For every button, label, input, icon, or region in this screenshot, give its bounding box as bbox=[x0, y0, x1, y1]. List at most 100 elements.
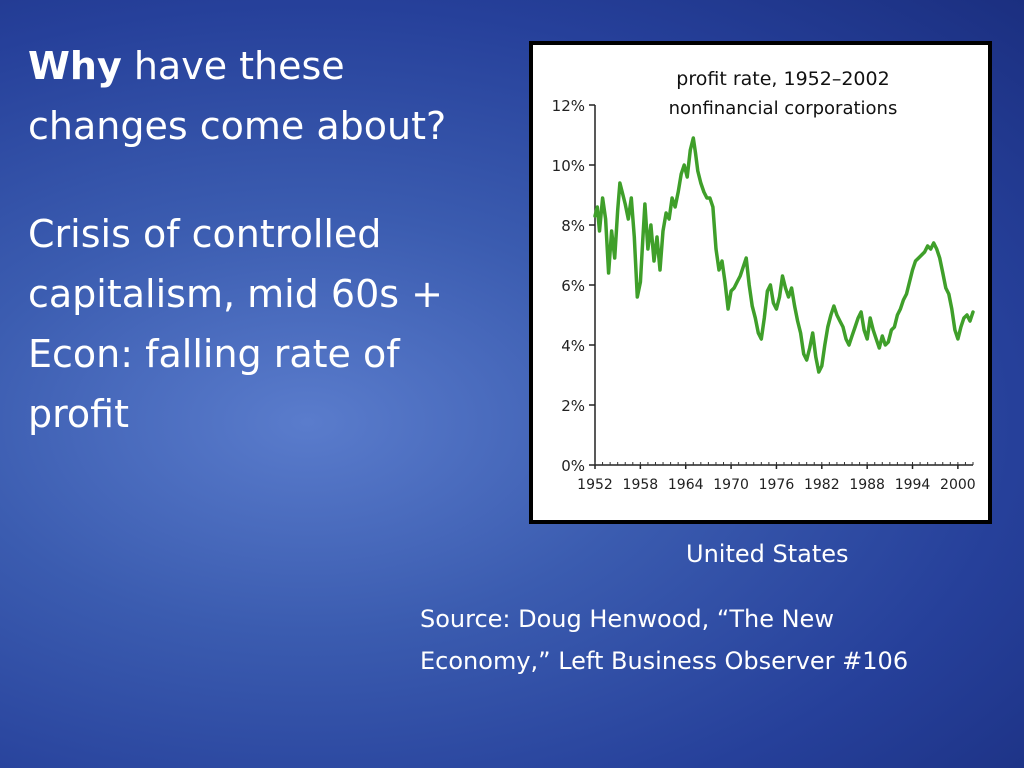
data-point bbox=[598, 229, 601, 233]
data-point bbox=[739, 274, 742, 278]
data-point bbox=[692, 136, 695, 140]
data-point bbox=[610, 229, 613, 233]
y-tick-label: 2% bbox=[561, 397, 585, 415]
data-point bbox=[899, 307, 902, 311]
data-point bbox=[745, 256, 748, 260]
data-point bbox=[763, 316, 766, 320]
data-point bbox=[649, 223, 653, 227]
data-point bbox=[633, 235, 636, 239]
data-point bbox=[829, 313, 833, 317]
data-point bbox=[953, 328, 957, 332]
data-point bbox=[823, 343, 826, 347]
body-line-2: capitalism, mid 60s + bbox=[28, 272, 443, 316]
y-tick-label: 6% bbox=[561, 277, 585, 295]
data-point bbox=[643, 202, 647, 206]
y-tick-label: 10% bbox=[552, 157, 585, 175]
chart-caption: United States bbox=[686, 540, 849, 568]
data-point bbox=[944, 286, 947, 290]
data-point bbox=[726, 307, 730, 311]
data-point bbox=[875, 337, 878, 341]
data-point bbox=[869, 316, 872, 320]
data-point bbox=[872, 328, 875, 332]
slide-text-block: Why have these changes come about? Crisi… bbox=[28, 36, 508, 444]
data-point bbox=[905, 292, 908, 296]
chart-series-layer bbox=[593, 136, 975, 374]
data-point bbox=[604, 217, 607, 221]
data-point bbox=[890, 328, 893, 332]
data-point bbox=[729, 289, 733, 293]
data-point bbox=[627, 217, 630, 221]
paragraph-gap bbox=[28, 156, 508, 204]
data-point bbox=[772, 301, 775, 305]
data-point bbox=[965, 313, 969, 317]
data-point bbox=[941, 271, 944, 275]
data-point bbox=[670, 196, 674, 200]
profit-rate-chart: profit rate, 1952–2002 nonfinancial corp… bbox=[529, 41, 992, 524]
data-point bbox=[805, 358, 808, 362]
data-point bbox=[826, 325, 829, 329]
data-point bbox=[699, 181, 702, 185]
data-point bbox=[866, 337, 869, 341]
data-point bbox=[862, 328, 866, 332]
data-point bbox=[950, 307, 953, 311]
chart-axes: 0% 2% 4% 6% 8% 10% 12% 1952 1958 1964 1970 1976 1982… bbox=[552, 97, 976, 493]
x-tick-label: 2000 bbox=[940, 477, 976, 493]
data-point bbox=[621, 190, 624, 194]
data-point bbox=[935, 247, 938, 251]
data-point bbox=[841, 325, 845, 329]
data-point bbox=[911, 268, 914, 272]
data-point bbox=[683, 163, 686, 167]
data-point bbox=[667, 217, 671, 221]
data-point bbox=[856, 316, 860, 320]
data-point bbox=[646, 247, 650, 251]
data-point bbox=[832, 304, 836, 308]
data-point bbox=[705, 196, 709, 200]
heading-emphasis: Why bbox=[28, 44, 122, 88]
x-tick-label: 1988 bbox=[849, 477, 885, 493]
body-line-4: profit bbox=[28, 392, 129, 436]
data-point bbox=[917, 256, 920, 260]
data-point bbox=[968, 319, 972, 323]
data-point bbox=[766, 289, 769, 293]
data-point bbox=[677, 190, 680, 194]
data-point bbox=[838, 319, 842, 323]
body-line-1: Crisis of controlled bbox=[28, 212, 382, 256]
data-point bbox=[655, 235, 659, 239]
data-point bbox=[757, 331, 760, 335]
data-point bbox=[793, 304, 796, 308]
data-point bbox=[735, 280, 739, 284]
data-point bbox=[732, 286, 736, 290]
data-point bbox=[878, 346, 881, 350]
data-point bbox=[717, 268, 721, 272]
data-point bbox=[938, 256, 941, 260]
data-point bbox=[914, 259, 917, 263]
data-point bbox=[689, 148, 692, 152]
source-line-1: Source: Doug Henwood, “The New bbox=[420, 605, 834, 633]
data-point bbox=[686, 175, 689, 179]
y-tick-label: 4% bbox=[561, 337, 585, 355]
data-point bbox=[742, 265, 745, 269]
chart-subtitle: nonfinancial corporations bbox=[669, 98, 898, 119]
data-point bbox=[593, 214, 597, 218]
data-point bbox=[787, 295, 790, 299]
data-point bbox=[778, 295, 781, 299]
data-point bbox=[962, 316, 966, 320]
data-point bbox=[835, 313, 839, 317]
data-point bbox=[775, 307, 778, 311]
source-citation: Source: Doug Henwood, “The New Economy,”… bbox=[420, 598, 1000, 682]
data-point bbox=[929, 247, 932, 251]
data-point bbox=[811, 331, 814, 335]
data-point bbox=[799, 331, 802, 335]
x-tick-label: 1982 bbox=[804, 477, 840, 493]
x-tick-label: 1952 bbox=[577, 477, 613, 493]
data-point bbox=[820, 364, 823, 368]
y-tick-label: 0% bbox=[561, 457, 585, 475]
data-point bbox=[714, 247, 718, 251]
x-tick-label: 1976 bbox=[759, 477, 795, 493]
data-point bbox=[802, 352, 805, 356]
data-point bbox=[896, 313, 899, 317]
data-point bbox=[652, 259, 656, 263]
source-line-2: Economy,” Left Business Observer #106 bbox=[420, 647, 909, 675]
data-point bbox=[607, 271, 610, 275]
data-point bbox=[790, 286, 793, 290]
